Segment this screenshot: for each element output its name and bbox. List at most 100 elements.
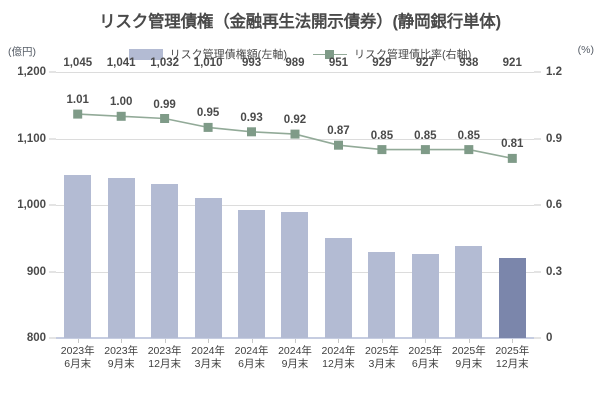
bar[interactable]: 1,041 xyxy=(107,57,136,338)
line-marker[interactable] xyxy=(377,145,387,155)
x-axis-tick-mark xyxy=(512,339,514,343)
x-axis-label-year: 2024年 xyxy=(234,345,269,357)
line-value-label: 1.00 xyxy=(109,96,133,109)
plot-area: 1,045 1,041 1,032 1,010 993 989 951 929 927 938 92… xyxy=(49,57,541,339)
left-axis-tick-mark xyxy=(49,271,56,272)
right-axis-tick-label: 0.6 xyxy=(546,199,562,211)
bar[interactable]: 921 xyxy=(498,57,526,338)
x-axis-label-year: 2025年 xyxy=(364,345,399,357)
bar[interactable]: 993 xyxy=(238,57,266,338)
line-marker[interactable] xyxy=(507,153,517,163)
x-axis-label-month: 6月末 xyxy=(411,358,439,371)
bar-slot: 951 xyxy=(317,57,360,338)
bar-value-label: 989 xyxy=(285,57,305,69)
x-axis-label: 2023年 9月末 xyxy=(104,345,138,371)
chart-title: リスク管理債権（金融再生法開示債券）(静岡銀行単体) xyxy=(99,13,501,31)
x-axis-label: 2024年 12月末 xyxy=(322,345,356,371)
x-axis-tick-mark xyxy=(251,339,253,343)
bar-value-label: 1,010 xyxy=(193,57,223,69)
right-axis-tick-label: 0.3 xyxy=(546,265,562,278)
bar-slot: 929 xyxy=(360,57,403,338)
left-axis-tick-label: 900 xyxy=(26,265,46,278)
line-marker[interactable] xyxy=(160,114,170,123)
line-value-label: 0.85 xyxy=(457,129,481,142)
x-axis-label: 2025年 12月末 xyxy=(495,345,529,371)
x-axis-label-month: 12月末 xyxy=(495,358,529,371)
bar-slot: 1,045 xyxy=(56,57,99,338)
bar-slot: 1,032 xyxy=(143,57,186,338)
bar[interactable]: 929 xyxy=(368,57,396,338)
line-value-label: 0.85 xyxy=(414,129,437,142)
bar-slot: 1,041 xyxy=(99,57,142,338)
right-axis-tick-mark xyxy=(534,138,541,139)
bar-value-label: 1,041 xyxy=(106,57,136,69)
x-axis-label-year: 2025年 xyxy=(495,345,530,357)
bar-series-swatch-icon xyxy=(128,48,163,60)
bar[interactable]: 927 xyxy=(411,57,439,338)
line-marker[interactable] xyxy=(464,145,474,155)
x-axis-label-year: 2024年 xyxy=(191,345,226,357)
x-axis-label-year: 2023年 xyxy=(147,345,182,357)
gridline xyxy=(56,72,534,73)
x-axis-label-year: 2023年 xyxy=(60,345,95,357)
line-value-label: 1.01 xyxy=(66,94,89,107)
legend-item-bar-series[interactable]: リスク管理債権額(左軸) xyxy=(128,46,287,62)
x-axis-label: 2025年 6月末 xyxy=(408,345,442,371)
bar[interactable]: 1,010 xyxy=(194,57,222,338)
line-marker[interactable] xyxy=(247,127,256,137)
x-axis-label-month: 9月末 xyxy=(107,358,135,371)
left-axis-tick-label: 800 xyxy=(26,332,46,344)
right-axis-unit-label: (%) xyxy=(577,44,594,56)
bar[interactable]: 1,045 xyxy=(63,57,92,338)
x-axis-label: 2025年 9月末 xyxy=(452,345,486,371)
line-marker[interactable] xyxy=(334,140,343,150)
x-axis-label-month: 12月末 xyxy=(322,358,355,371)
bar-value-label: 927 xyxy=(415,57,435,69)
line-value-label: 0.99 xyxy=(153,98,176,111)
legend-item-line-series[interactable]: リスク管理債比率(右軸) xyxy=(313,46,471,62)
x-axis-label-year: 2023年 xyxy=(104,345,139,357)
x-axis-label-month: 9月末 xyxy=(455,358,483,371)
left-axis-tick-mark xyxy=(49,71,56,73)
x-axis-label-month: 3月末 xyxy=(194,358,222,371)
x-axis-label-year: 2025年 xyxy=(408,345,443,357)
left-axis-tick-mark xyxy=(49,138,56,139)
x-axis-label-month: 3月末 xyxy=(368,358,396,371)
bar[interactable]: 951 xyxy=(324,57,352,338)
x-axis-label-year: 2024年 xyxy=(321,345,356,357)
line-value-label: 0.81 xyxy=(501,138,524,151)
bar[interactable]: 1,032 xyxy=(150,57,179,338)
right-axis-tick-label: 0.9 xyxy=(546,132,562,145)
x-axis-label: 2023年 6月末 xyxy=(61,345,95,371)
line-value-label: 0.87 xyxy=(327,125,350,138)
x-axis-tick-mark xyxy=(425,339,427,343)
right-axis-tick-mark xyxy=(534,204,541,206)
right-axis-tick-mark xyxy=(534,337,541,339)
line-marker[interactable] xyxy=(73,109,83,119)
right-axis-tick-mark xyxy=(534,71,541,73)
line-marker[interactable] xyxy=(116,111,126,121)
line-marker[interactable] xyxy=(203,122,213,132)
x-axis-tick-mark xyxy=(381,339,383,343)
x-axis-tick-mark xyxy=(295,339,296,343)
x-axis-label-month: 12月末 xyxy=(148,358,181,371)
bar-slot: 993 xyxy=(230,57,273,338)
x-axis-tick-mark xyxy=(164,339,166,343)
bar-slot: 938 xyxy=(447,57,490,338)
line-marker[interactable] xyxy=(420,145,430,155)
bar-slot: 989 xyxy=(273,57,316,338)
x-axis-label-month: 6月末 xyxy=(64,358,92,371)
bar[interactable]: 938 xyxy=(455,57,483,338)
bar-value-label: 938 xyxy=(459,57,479,69)
gridline xyxy=(56,205,534,206)
x-axis-label-year: 2025年 xyxy=(451,345,486,357)
x-axis-label: 2024年 6月末 xyxy=(235,345,269,371)
bar-value-label: 951 xyxy=(328,57,349,69)
left-axis-tick-label: 1,200 xyxy=(17,66,46,78)
x-axis-label-month: 9月末 xyxy=(281,358,309,371)
bar[interactable]: 989 xyxy=(281,57,309,338)
line-value-label: 0.93 xyxy=(240,111,263,124)
ratio-line-series xyxy=(73,109,517,163)
line-marker[interactable] xyxy=(290,129,300,139)
